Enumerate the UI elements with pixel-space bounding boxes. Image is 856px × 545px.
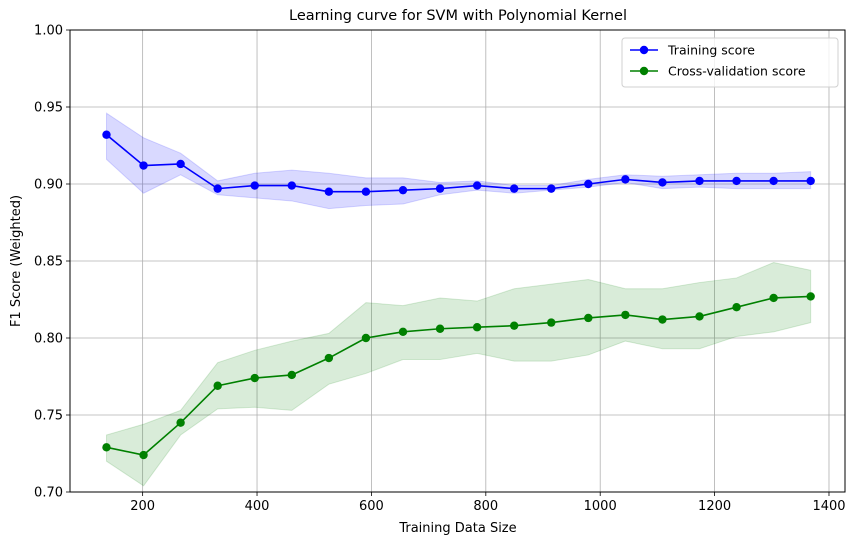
training-score-point	[658, 178, 667, 187]
cv-score-point	[509, 321, 519, 330]
training-score-point	[361, 187, 371, 196]
training-score-point	[324, 187, 334, 196]
x-tick-label: 1400	[812, 499, 845, 514]
cv-score-point	[472, 323, 482, 332]
training-score-point	[287, 181, 297, 190]
x-tick-label: 1200	[698, 499, 731, 514]
training-score-point	[102, 130, 111, 139]
x-tick-label: 600	[359, 499, 384, 514]
cv-score-point	[769, 293, 778, 303]
cv-score-point	[621, 310, 630, 320]
y-tick-label: 0.80	[34, 332, 63, 347]
cv-score-point	[102, 443, 111, 452]
training-score-line	[105, 134, 811, 193]
training-score-point	[547, 184, 556, 193]
legend-cv-marker	[639, 66, 649, 76]
legend-cv-label: Cross-validation score	[668, 64, 806, 79]
training-score-point	[472, 181, 482, 190]
legend-training-marker	[639, 45, 649, 55]
y-tick-label: 0.95	[34, 101, 63, 116]
legend-training-label: Training score	[667, 43, 755, 58]
training-score-point	[732, 176, 741, 186]
y-tick-label: 0.75	[34, 409, 63, 424]
cv-score-point	[213, 381, 222, 390]
cv-score-line	[106, 295, 811, 456]
cv-score-point	[584, 313, 593, 323]
cv-score-point	[435, 324, 445, 333]
cv-score-point	[250, 373, 259, 383]
cv-score-point	[361, 333, 371, 343]
cv-score-point	[658, 315, 667, 324]
y-tick-label: 0.70	[34, 486, 63, 501]
chart-title: Learning curve for SVM with Polynomial K…	[289, 8, 627, 24]
y-axis-label: F1 Score (Weighted)	[9, 195, 24, 327]
cv-score-point	[324, 353, 334, 363]
training-score-point	[584, 179, 593, 189]
training-score-point	[398, 185, 408, 195]
x-tick-label: 200	[130, 499, 155, 514]
legend-item-cross-validation: Cross-validation score	[630, 64, 806, 79]
cv-score-point	[176, 418, 185, 427]
training-score-point	[621, 175, 630, 184]
cv-score-point	[287, 370, 297, 380]
training-score-point	[250, 181, 259, 190]
x-axis-label: Training Data Size	[398, 521, 516, 536]
cv-score-point	[695, 312, 704, 321]
cv-score-point	[732, 303, 741, 312]
cv-std-band	[105, 262, 812, 487]
legend: Training score Cross-validation score	[621, 37, 839, 88]
y-axis-ticks: 0.70 0.75 0.80 0.85 0.90 0.95 1.00	[34, 24, 70, 501]
x-axis-ticks: 200 400 600 800 1000 1200 1400	[130, 492, 846, 514]
legend-box	[621, 37, 839, 88]
y-tick-label: 0.85	[34, 255, 63, 270]
x-tick-label: 800	[473, 499, 498, 514]
x-tick-label: 400	[245, 499, 270, 514]
training-score-point	[769, 176, 778, 186]
training-score-point	[176, 159, 185, 169]
cv-score-point	[139, 450, 148, 460]
cv-score-point	[806, 292, 815, 301]
series-markers	[102, 130, 815, 460]
training-score-point	[806, 176, 815, 186]
series-lines	[105, 134, 811, 456]
cv-score-point	[547, 318, 556, 327]
y-tick-label: 0.90	[34, 178, 63, 193]
training-score-point	[695, 176, 704, 186]
training-score-point	[139, 161, 148, 170]
training-score-point	[435, 184, 445, 193]
cv-score-point	[398, 327, 408, 337]
legend-item-training: Training score	[630, 43, 755, 58]
x-tick-label: 1000	[584, 499, 617, 514]
training-score-point	[509, 184, 519, 193]
training-score-point	[213, 184, 222, 193]
y-tick-label: 1.00	[34, 24, 63, 39]
